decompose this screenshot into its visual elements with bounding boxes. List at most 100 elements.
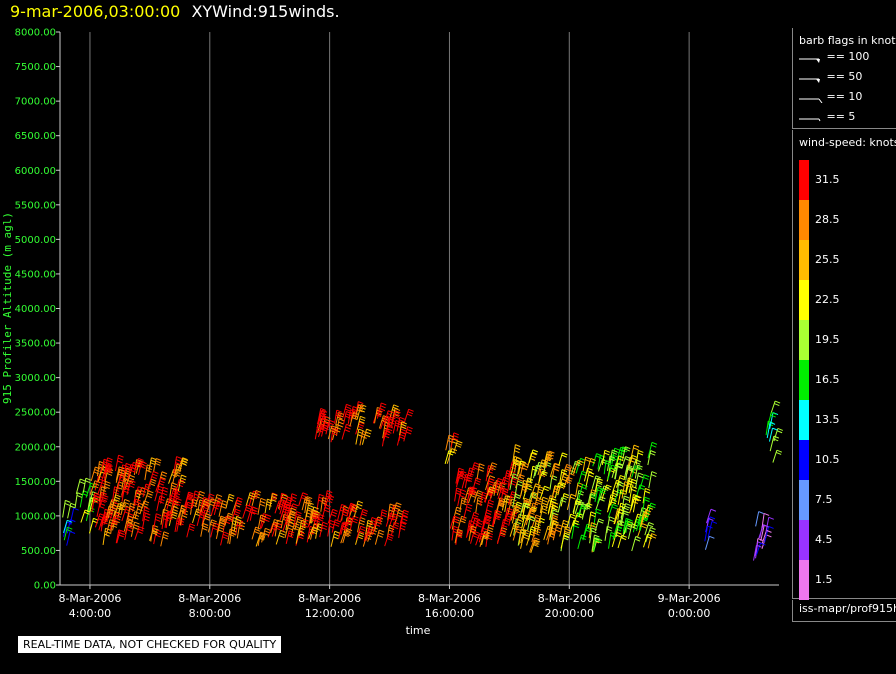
wind-barb	[396, 416, 405, 432]
wind-barb	[491, 509, 501, 527]
wind-barb	[201, 513, 212, 527]
y-tick-label: 4000.00	[15, 304, 56, 315]
wind-barb	[62, 499, 71, 518]
wind-barb	[582, 456, 591, 472]
barb-legend-label: == 50	[823, 70, 863, 83]
barb-symbol-icon	[799, 118, 821, 122]
colorbar-swatch	[799, 360, 809, 400]
wind-barb	[515, 474, 525, 489]
wind-barb	[358, 508, 368, 523]
wind-barb	[625, 466, 633, 481]
colorbar-label: 4.5	[815, 533, 833, 546]
wind-barb	[514, 513, 525, 530]
x-axis-label: time	[406, 624, 431, 637]
wind-barb	[614, 463, 623, 480]
wind-barb	[321, 504, 332, 520]
wind-barb	[200, 523, 209, 537]
wind-barb	[334, 409, 342, 424]
y-tick-label: 5500.00	[15, 200, 56, 211]
wind-barb	[379, 509, 388, 524]
wind-barb	[354, 404, 364, 419]
wind-barb	[207, 519, 217, 533]
wind-barb	[586, 493, 596, 511]
wind-barb	[595, 477, 603, 493]
wind-barb	[315, 513, 325, 528]
wind-barb	[583, 467, 593, 482]
barb-legend-row: == 5	[799, 110, 855, 123]
wind-barb	[130, 521, 140, 537]
wind-barb	[215, 524, 225, 540]
x-tick-date: 8-Mar-2006	[58, 592, 121, 605]
wind-barb	[520, 529, 530, 544]
wind-barb	[560, 493, 570, 507]
barb-legend-label: == 5	[823, 110, 856, 123]
wind-barb	[522, 514, 533, 531]
colorbar-swatch	[799, 160, 809, 200]
wind-barb	[617, 534, 627, 549]
y-tick-label: 6500.00	[15, 131, 56, 142]
wind-barb	[210, 501, 220, 516]
wind-barb	[551, 462, 561, 480]
wind-barb	[606, 516, 615, 534]
wind-barb	[173, 456, 182, 474]
wind-barb	[327, 508, 338, 524]
wind-barb	[591, 534, 600, 551]
colorbar-swatch	[799, 440, 809, 480]
wind-barb	[473, 490, 484, 503]
wind-barb	[138, 461, 147, 476]
wind-barb	[574, 500, 585, 515]
wind-barb	[765, 516, 774, 533]
wind-barb	[113, 503, 124, 517]
wind-barb	[465, 467, 475, 483]
wind-barb	[338, 522, 348, 539]
wind-barb	[92, 492, 100, 509]
wind-barb	[704, 535, 715, 550]
wind-barb	[391, 502, 402, 517]
wind-barb	[229, 526, 238, 545]
quality-warning: REAL-TIME DATA, NOT CHECKED FOR QUALITY	[18, 636, 282, 653]
wind-barb	[107, 503, 117, 519]
y-tick-label: 3000.00	[15, 373, 56, 384]
wind-barb	[642, 533, 653, 548]
wind-barb	[549, 520, 560, 537]
wind-barb	[200, 498, 211, 513]
wind-barb	[325, 419, 335, 435]
wind-barb	[530, 539, 541, 554]
wind-barb	[647, 450, 656, 466]
wind-barb	[319, 521, 328, 538]
wind-barb	[614, 455, 625, 472]
wind-barb	[356, 415, 366, 430]
wind-barb	[572, 512, 583, 527]
wind-barb	[344, 516, 354, 531]
wind-barb	[337, 504, 347, 521]
colorbar-label: 7.5	[815, 493, 833, 506]
wind-barb	[85, 482, 96, 498]
wind-barb	[376, 402, 387, 419]
wind-barb	[96, 499, 106, 517]
colorbar-label: 1.5	[815, 573, 833, 586]
wind-barb	[449, 515, 460, 529]
wind-barb	[184, 491, 194, 508]
wind-barb	[89, 480, 101, 496]
wind-barb	[144, 464, 153, 481]
wind-barb	[755, 511, 764, 527]
wind-barb	[399, 421, 407, 436]
wind-barb	[539, 505, 548, 522]
wind-barb	[160, 531, 170, 547]
wind-barb	[341, 423, 352, 440]
colorbar-swatch	[799, 520, 809, 560]
wind-barb	[279, 505, 290, 521]
wind-barb	[647, 502, 656, 518]
wind-barb	[387, 503, 396, 521]
wind-barb	[536, 517, 545, 534]
wind-barb	[621, 481, 631, 499]
wind-barb	[538, 470, 548, 484]
wind-barb	[403, 426, 413, 442]
wind-barb	[177, 474, 187, 492]
wind-barb	[308, 526, 318, 540]
wind-barb	[330, 427, 339, 443]
wind-barb	[573, 459, 584, 475]
wind-barb	[305, 502, 314, 518]
wind-barb	[191, 490, 201, 509]
wind-barb	[621, 456, 631, 469]
